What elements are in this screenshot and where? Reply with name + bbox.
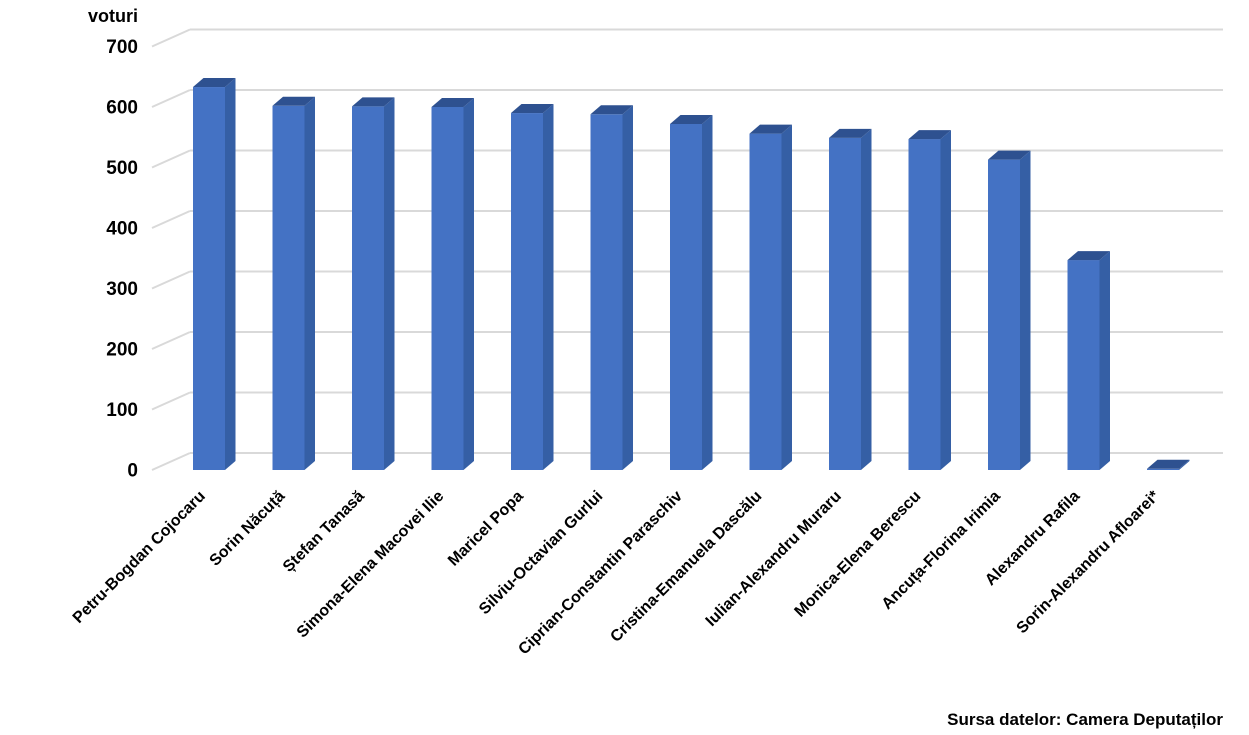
bar-top-face (1147, 459, 1190, 469)
bar (431, 98, 474, 470)
bar (1147, 459, 1190, 470)
bar-top-face (749, 124, 792, 134)
category-label: Ștefan Tanasă (280, 488, 368, 576)
y-tick-label: 100 (106, 400, 138, 421)
bar (590, 105, 633, 470)
bar-side-face (304, 96, 315, 470)
category-label: Monica-Elena Berescu (792, 488, 925, 621)
bar-side-face (1179, 459, 1190, 470)
bar (272, 96, 315, 470)
bar-top-face (908, 130, 951, 140)
y-tick-label: 400 (106, 219, 138, 240)
y-axis-title: voturi (88, 6, 139, 26)
bar-top-face (352, 97, 395, 107)
y-tick-connector (151, 331, 191, 350)
y-tick-label: 500 (106, 158, 138, 179)
bar (670, 114, 713, 470)
y-tick-connector (151, 452, 191, 471)
bar (988, 150, 1031, 470)
bar (829, 128, 872, 471)
bar-top-face (988, 150, 1031, 160)
bar (511, 104, 554, 471)
y-tick-connector (151, 28, 191, 48)
bar-front-face (908, 139, 941, 470)
bar (193, 78, 236, 470)
source-note: Sursa datelor: Camera Deputaților (947, 710, 1223, 729)
category-label: Sorin-Alexandru Afloarei* (1014, 487, 1164, 637)
bar-front-face (829, 137, 861, 471)
bar-side-face (1020, 150, 1031, 470)
bar-side-face (1099, 251, 1110, 470)
category-label: Petru-Bogdan Cojocaru (70, 488, 209, 627)
category-label: Sorin Năcuță (207, 488, 289, 570)
bar-front-face (272, 105, 305, 470)
category-label: Maricel Popa (445, 488, 527, 570)
bar-front-face (193, 87, 225, 470)
y-tick-connector (151, 391, 191, 411)
y-tick-label: 600 (106, 98, 138, 119)
bar-front-face (511, 113, 543, 471)
bar-top-face (272, 96, 315, 106)
bar-top-face (1067, 251, 1110, 261)
bar (749, 124, 792, 471)
category-label: Cristina-Emanuela Dascălu (607, 488, 765, 646)
bar-front-face (988, 159, 1020, 470)
y-tick-label: 700 (106, 37, 138, 58)
y-tick-connector (151, 210, 191, 229)
y-tick-connector (151, 149, 191, 169)
bar-front-face (431, 107, 464, 470)
bar-side-face (622, 105, 633, 470)
y-tick-label: 300 (106, 279, 138, 300)
bar-top-face (511, 104, 554, 114)
category-label: Iulian-Alexandru Muraru (703, 488, 845, 630)
y-tick-label: 0 (127, 461, 138, 482)
bar-top-face (193, 78, 236, 88)
bars (193, 78, 1190, 471)
bar-top-face (431, 98, 474, 107)
bar-front-face (590, 114, 623, 470)
bar-side-face (543, 104, 554, 471)
bar-front-face (352, 106, 384, 471)
bar-side-face (861, 128, 872, 471)
y-tick-connector (151, 89, 191, 108)
bar-top-face (590, 105, 633, 115)
bar-front-face (749, 133, 782, 470)
bar (908, 130, 951, 470)
bar-top-face (670, 114, 713, 124)
bar-front-face (670, 123, 702, 470)
bar-side-face (940, 130, 951, 470)
bar-side-face (702, 114, 713, 470)
bar (352, 97, 395, 471)
bar-front-face (1067, 260, 1100, 470)
category-label: Simona-Elena Macovei Ilie (294, 488, 448, 642)
bar-front-face (1147, 468, 1179, 470)
bar-side-face (225, 78, 236, 470)
bar-side-face (463, 98, 474, 470)
y-tick-connector (151, 270, 191, 290)
bar (1067, 251, 1110, 470)
bar-top-face (829, 128, 872, 138)
bar-side-face (384, 97, 395, 471)
y-tick-label: 200 (106, 340, 138, 361)
category-label: Ciprian-Constantin Paraschiv (515, 488, 686, 659)
bar-side-face (781, 124, 792, 471)
